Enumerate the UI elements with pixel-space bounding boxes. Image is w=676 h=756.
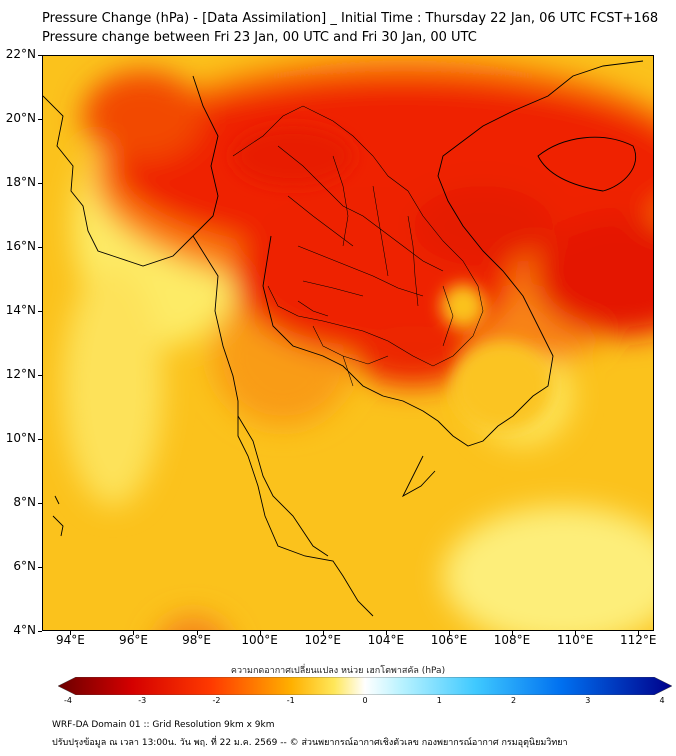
lon-label: 94°E	[55, 633, 85, 647]
lon-tick	[638, 631, 640, 635]
lon-tick	[196, 631, 198, 635]
footer-domain-info: WRF-DA Domain 01 :: Grid Resolution 9km …	[52, 720, 275, 730]
lat-tick	[38, 311, 42, 312]
lat-tick	[38, 375, 42, 376]
lon-tick	[385, 631, 387, 635]
map-canvas	[43, 56, 653, 630]
admin-boundaries	[232, 105, 484, 387]
colorbar-gradient	[58, 677, 672, 695]
colorbar-tick-label: 2	[510, 696, 517, 705]
lon-tick	[512, 631, 514, 635]
lon-label: 104°E	[367, 633, 405, 647]
lat-label: 4°N	[13, 623, 36, 637]
lon-tick	[575, 631, 577, 635]
colorbar-tick-label: -1	[286, 696, 295, 705]
lat-label: 18°N	[5, 175, 36, 189]
lon-label: 110°E	[556, 633, 594, 647]
colorbar-tick-label: -4	[64, 696, 72, 705]
colorbar	[58, 677, 672, 695]
lon-tick	[133, 631, 135, 635]
lat-label: 6°N	[13, 559, 36, 573]
lon-tick	[259, 631, 261, 635]
lat-label: 14°N	[5, 303, 36, 317]
lat-tick	[38, 183, 42, 184]
lat-tick	[38, 631, 42, 632]
lon-tick	[322, 631, 324, 635]
coastlines	[43, 60, 644, 617]
map-subtitle: Pressure change between Fri 23 Jan, 00 U…	[42, 30, 477, 45]
colorbar-tick-label: 3	[585, 696, 591, 705]
lon-label: 108°E	[493, 633, 531, 647]
pressure-change-map	[42, 55, 654, 631]
lat-label: 10°N	[5, 431, 36, 445]
lat-tick	[38, 55, 42, 56]
colorbar-tick-label: -2	[212, 696, 221, 705]
lat-tick	[38, 119, 42, 120]
lon-label: 98°E	[182, 633, 211, 647]
lon-tick	[70, 631, 72, 635]
lat-tick	[38, 567, 42, 568]
lat-label: 12°N	[5, 367, 36, 381]
colorbar-tick-label: 1	[436, 696, 442, 705]
lat-label: 22°N	[5, 47, 36, 61]
lon-label: 112°E	[619, 633, 657, 647]
lat-label: 16°N	[5, 239, 36, 253]
lat-label: 8°N	[13, 495, 36, 509]
lat-tick	[38, 247, 42, 248]
lon-tick	[448, 631, 450, 635]
pressure-field-detail	[233, 126, 553, 431]
map-title: Pressure Change (hPa) - [Data Assimilati…	[42, 11, 659, 26]
colorbar-tick-label: 0	[362, 696, 368, 705]
footer-credit: ปรับปรุงข้อมูล ณ เวลา 13:00น. วัน พฤ. ที…	[52, 738, 568, 748]
lat-tick	[38, 439, 42, 440]
lon-label: 106°E	[430, 633, 468, 647]
lat-tick	[38, 503, 42, 504]
colorbar-tick-label: 4	[659, 696, 665, 705]
lon-label: 100°E	[241, 633, 278, 647]
colorbar-title: ความกดอากาศเปลี่ยนแปลง หน่วย เฮกโตพาสคัล…	[230, 666, 446, 676]
lat-label: 20°N	[5, 111, 36, 125]
lon-label: 102°E	[304, 633, 342, 647]
colorbar-tick-label: -3	[138, 696, 147, 705]
lon-label: 96°E	[119, 633, 148, 647]
